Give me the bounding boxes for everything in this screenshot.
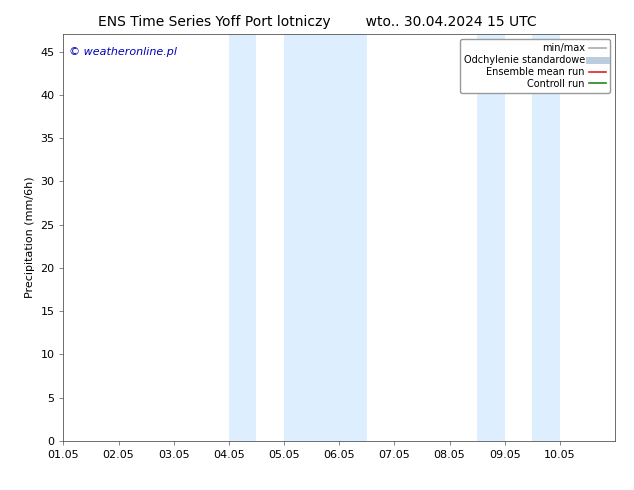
Text: © weatheronline.pl: © weatheronline.pl <box>69 47 177 56</box>
Legend: min/max, Odchylenie standardowe, Ensemble mean run, Controll run: min/max, Odchylenie standardowe, Ensembl… <box>460 39 610 93</box>
Y-axis label: Precipitation (mm/6h): Precipitation (mm/6h) <box>25 177 35 298</box>
Bar <box>477 34 505 441</box>
Text: ENS Time Series Yoff Port lotniczy        wto.. 30.04.2024 15 UTC: ENS Time Series Yoff Port lotniczy wto..… <box>98 15 536 29</box>
Bar <box>284 34 367 441</box>
Bar <box>229 34 256 441</box>
Bar <box>533 34 560 441</box>
